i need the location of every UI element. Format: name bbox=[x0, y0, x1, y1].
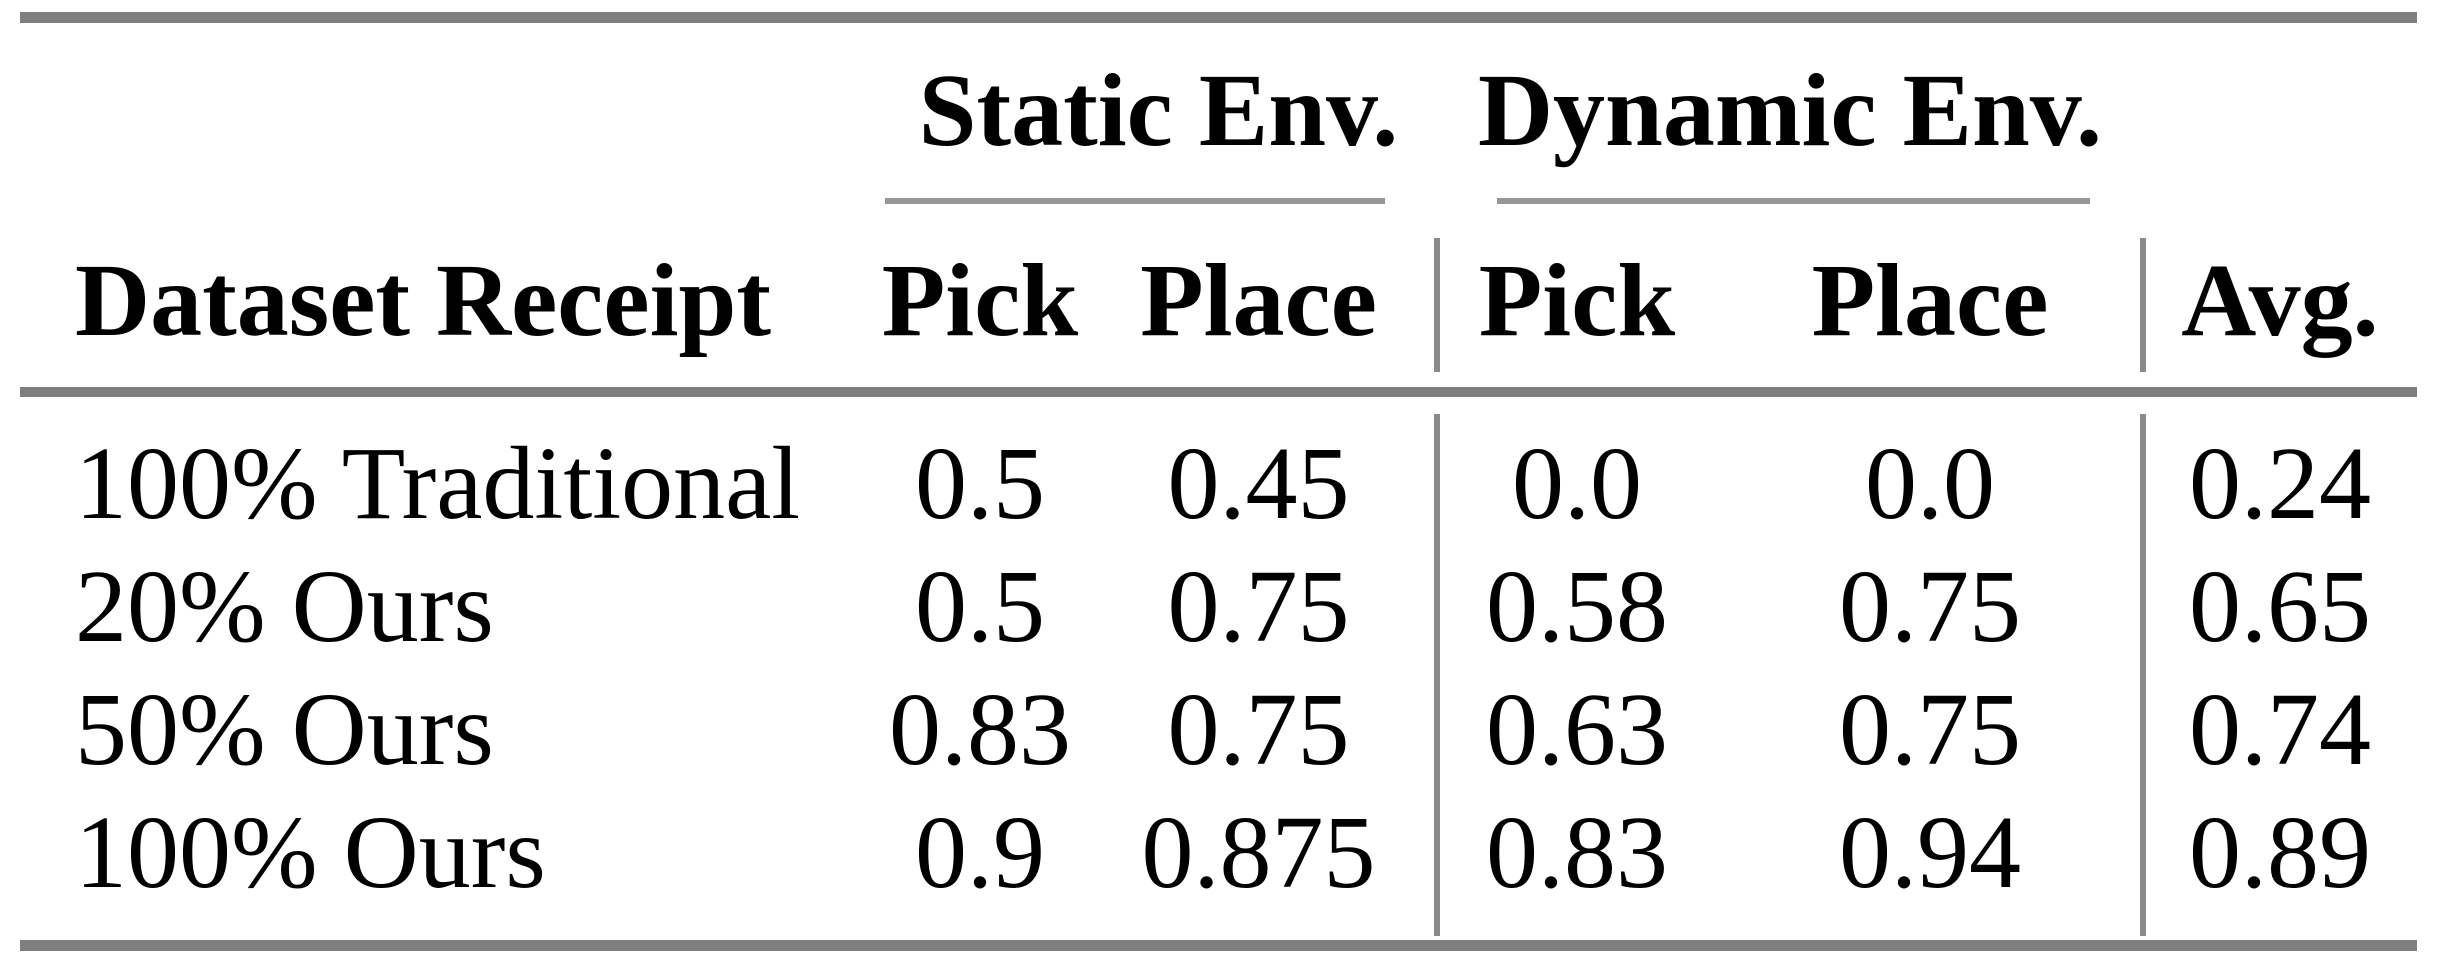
cell-static-place: 0.75 bbox=[1167, 672, 1350, 787]
column-header-static-pick: Pick bbox=[881, 242, 1079, 358]
cell-dynamic-pick: 0.58 bbox=[1486, 549, 1668, 664]
column-header-avg: Avg. bbox=[2181, 242, 2379, 358]
cell-static-place: 0.45 bbox=[1167, 426, 1350, 541]
cell-static-place: 0.875 bbox=[1141, 795, 1376, 910]
cell-dynamic-pick: 0.63 bbox=[1486, 672, 1668, 787]
table-body: 100% Traditional 0.5 0.45 0.0 0.0 0.24 2… bbox=[0, 397, 2440, 940]
cmidrule-static-env bbox=[885, 198, 1385, 204]
column-header-row: Dataset Receipt Pick Place Pick Place Av… bbox=[30, 230, 2417, 370]
cell-static-pick: 0.9 bbox=[915, 795, 1045, 910]
cmidrule-dynamic-env bbox=[1497, 198, 2090, 204]
column-header-dataset-receipt: Dataset Receipt bbox=[75, 242, 771, 358]
vertical-rule-static-dynamic-header bbox=[1434, 238, 1440, 372]
row-label: 50% Ours bbox=[75, 672, 494, 787]
group-header-dynamic-env: Dynamic Env. bbox=[1477, 52, 2103, 168]
cell-avg: 0.65 bbox=[2189, 549, 2371, 664]
cell-static-pick: 0.83 bbox=[889, 672, 1071, 787]
cell-dynamic-pick: 0.0 bbox=[1512, 426, 1642, 541]
table-top-rule bbox=[20, 12, 2417, 23]
vertical-rule-dynamic-avg-body bbox=[2140, 414, 2146, 936]
cell-static-pick: 0.5 bbox=[915, 426, 1045, 541]
cell-dynamic-place: 0.75 bbox=[1839, 549, 2021, 664]
column-header-dynamic-place: Place bbox=[1811, 242, 2049, 358]
cell-dynamic-place: 0.0 bbox=[1865, 426, 1995, 541]
table-row: 50% Ours 0.83 0.75 0.63 0.75 0.74 bbox=[30, 668, 2417, 791]
table-row: 20% Ours 0.5 0.75 0.58 0.75 0.65 bbox=[30, 545, 2417, 668]
cell-dynamic-pick: 0.83 bbox=[1486, 795, 1668, 910]
vertical-rule-dynamic-avg-header bbox=[2140, 238, 2146, 372]
group-header-static-env: Static Env. bbox=[918, 52, 1399, 168]
cell-dynamic-place: 0.75 bbox=[1839, 672, 2021, 787]
row-label: 20% Ours bbox=[75, 549, 494, 664]
cell-avg: 0.24 bbox=[2189, 426, 2371, 541]
cell-static-place: 0.75 bbox=[1167, 549, 1350, 664]
table-row: 100% Ours 0.9 0.875 0.83 0.94 0.89 bbox=[30, 791, 2417, 914]
table-row: 100% Traditional 0.5 0.45 0.0 0.0 0.24 bbox=[30, 422, 2417, 545]
column-header-dynamic-pick: Pick bbox=[1478, 242, 1676, 358]
table-bottom-rule bbox=[20, 940, 2417, 951]
column-header-static-place: Place bbox=[1140, 242, 1377, 358]
cell-dynamic-place: 0.94 bbox=[1839, 795, 2021, 910]
row-label: 100% Ours bbox=[75, 795, 546, 910]
cell-avg: 0.89 bbox=[2189, 795, 2371, 910]
cell-avg: 0.74 bbox=[2189, 672, 2371, 787]
vertical-rule-static-dynamic-body bbox=[1434, 414, 1440, 936]
row-label: 100% Traditional bbox=[75, 426, 801, 541]
cell-static-pick: 0.5 bbox=[915, 549, 1045, 664]
table-mid-rule bbox=[20, 387, 2417, 397]
